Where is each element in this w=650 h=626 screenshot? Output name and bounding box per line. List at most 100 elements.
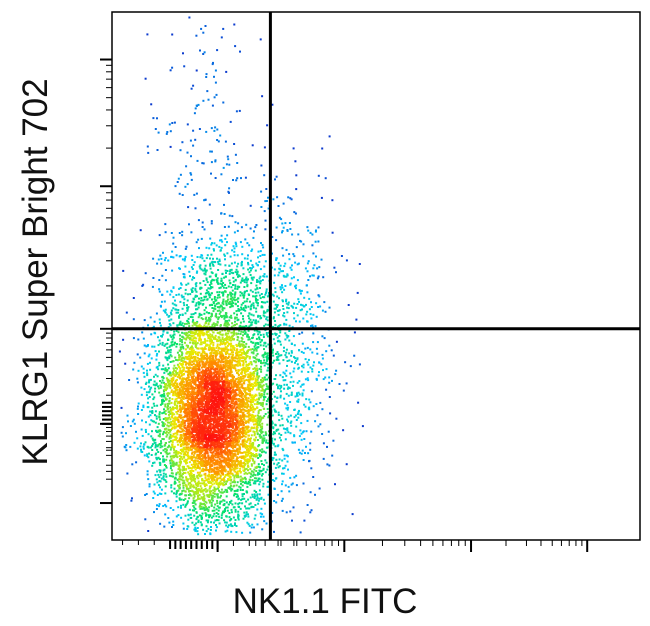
event-point (169, 69, 172, 72)
event-point (217, 260, 220, 263)
event-point (220, 478, 223, 481)
event-point (183, 65, 186, 68)
event-point (174, 426, 177, 429)
event-point (142, 283, 145, 286)
event-point (290, 393, 293, 396)
event-point (165, 466, 168, 469)
event-point (332, 439, 335, 442)
event-point (257, 397, 260, 400)
event-point (260, 362, 263, 365)
event-point (178, 485, 181, 488)
event-point (214, 159, 217, 162)
event-point (224, 312, 227, 314)
event-point (287, 196, 290, 199)
event-point (253, 446, 256, 449)
event-point (271, 437, 274, 440)
event-point (283, 397, 286, 400)
event-point (229, 270, 231, 273)
event-point (173, 369, 176, 372)
event-point (172, 367, 175, 370)
event-point (173, 438, 176, 441)
event-point (301, 392, 304, 395)
event-point (199, 485, 202, 488)
event-point (196, 492, 199, 495)
event-point (255, 307, 258, 310)
event-point (180, 282, 182, 285)
event-point (294, 361, 296, 364)
event-point (229, 353, 232, 356)
event-point (237, 222, 240, 225)
event-point (171, 380, 173, 383)
event-point (238, 325, 241, 328)
event-point (183, 391, 186, 393)
event-point (248, 413, 251, 416)
event-point (272, 316, 275, 319)
event-point (250, 464, 253, 467)
event-point (333, 266, 336, 269)
event-point (250, 453, 253, 456)
event-point (140, 450, 143, 453)
event-point (258, 394, 261, 397)
event-point (243, 497, 246, 500)
event-point (193, 528, 196, 531)
event-point (205, 73, 208, 76)
event-point (259, 480, 262, 483)
event-point (302, 383, 305, 386)
event-point (146, 470, 149, 473)
event-point (265, 388, 267, 391)
event-point (252, 334, 255, 337)
event-point (162, 368, 165, 371)
event-point (251, 348, 254, 351)
event-point (173, 303, 176, 306)
event-point (225, 313, 228, 316)
event-point (244, 481, 246, 484)
event-point (145, 394, 148, 397)
event-point (217, 302, 220, 305)
event-point (347, 304, 350, 306)
event-point (255, 294, 258, 297)
event-point (239, 362, 242, 365)
event-point (146, 145, 149, 148)
event-point (175, 436, 178, 439)
event-point (284, 464, 287, 467)
event-point (249, 483, 252, 486)
event-point (203, 199, 206, 202)
event-point (197, 533, 200, 536)
event-point (313, 264, 316, 267)
event-point (163, 300, 166, 303)
event-point (200, 268, 203, 271)
event-point (212, 515, 215, 518)
event-point (325, 368, 328, 371)
event-point (244, 176, 247, 179)
event-point (243, 380, 246, 382)
event-point (275, 226, 278, 229)
event-point (205, 320, 208, 323)
event-point (257, 384, 260, 386)
event-point (285, 300, 287, 303)
event-point (170, 401, 173, 404)
event-point (248, 442, 251, 445)
event-point (155, 358, 158, 361)
event-point (321, 408, 324, 411)
event-point (301, 365, 303, 368)
event-point (188, 490, 191, 493)
event-point (286, 427, 289, 430)
event-point (262, 438, 265, 441)
event-point (334, 483, 336, 486)
event-point (235, 243, 238, 246)
event-point (177, 311, 180, 314)
event-point (236, 360, 238, 363)
event-point (290, 391, 293, 394)
event-point (149, 368, 152, 371)
event-point (229, 466, 232, 469)
event-point (233, 490, 236, 492)
event-point (332, 354, 335, 357)
event-point (195, 271, 198, 274)
event-point (161, 445, 164, 448)
event-point (175, 389, 177, 391)
event-point (200, 341, 203, 344)
event-point (281, 417, 284, 420)
event-point (211, 497, 214, 500)
event-point (260, 301, 263, 303)
event-point (237, 498, 240, 501)
